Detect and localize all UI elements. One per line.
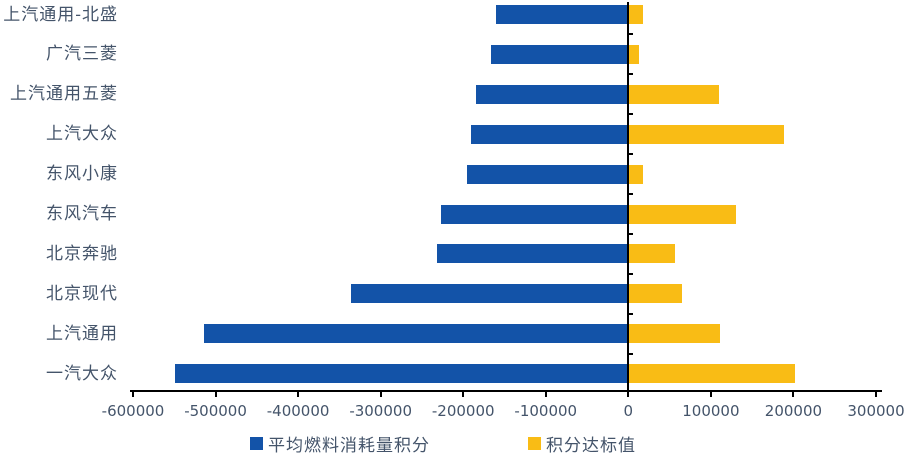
x-axis-tick: [462, 390, 465, 397]
x-tick-label: -200000: [431, 402, 495, 420]
x-tick-label: -400000: [266, 402, 330, 420]
legend-swatch-blue: [250, 436, 263, 450]
x-axis-tick: [875, 390, 877, 397]
fuel-consumption-credit-bar: [496, 5, 629, 24]
compliance-value-bar: [628, 84, 720, 104]
fuel-consumption-credit-bar: [350, 284, 629, 304]
compliance-value-bar: [628, 324, 720, 344]
y-axis-tick: [627, 33, 634, 36]
category-label: 北京现代: [46, 283, 118, 304]
compliance-value-bar: [628, 204, 737, 224]
compliance-value-bar: [628, 364, 796, 384]
category-label: 东风小康: [46, 164, 118, 185]
x-tick-label: 200000: [764, 402, 823, 420]
fuel-consumption-credit-bar: [436, 244, 629, 264]
legend-swatch-yellow: [528, 436, 541, 450]
fuel-consumption-credit-bar: [466, 164, 629, 184]
x-tick-label: -500000: [184, 402, 247, 420]
fuel-consumption-credit-bar: [175, 364, 629, 384]
x-axis-tick: [132, 390, 134, 397]
x-axis-tick: [544, 390, 547, 397]
x-tick-label: 300000: [847, 402, 905, 420]
y-axis-tick: [627, 113, 634, 116]
compliance-value-bar: [628, 5, 644, 24]
category-label: 东风汽车: [46, 204, 118, 224]
category-label: 上汽通用: [46, 323, 118, 344]
x-axis-tick: [792, 390, 795, 397]
x-axis-tick: [214, 390, 217, 397]
x-tick-label: -300000: [349, 402, 412, 420]
category-label: 广汽三菱: [46, 44, 118, 65]
x-tick-label: -600000: [101, 402, 165, 420]
fuel-consumption-credit-bar: [475, 84, 629, 104]
y-axis-tick: [627, 352, 634, 355]
compliance-value-bar: [628, 124, 785, 144]
y-axis-tick: [627, 232, 634, 235]
category-label: 上汽大众: [46, 124, 118, 145]
legend-item-compliance-value: 积分达标值: [528, 433, 636, 456]
compliance-value-bar: [628, 44, 640, 64]
x-axis-tick: [709, 390, 712, 397]
category-label: 上汽通用五菱: [10, 84, 118, 105]
x-tick-label: 0: [623, 402, 634, 420]
y-axis-tick: [627, 153, 634, 156]
legend-label: 平均燃料消耗量积分: [268, 435, 430, 456]
legend-label: 积分达标值: [546, 435, 636, 456]
x-tick-label: 100000: [682, 402, 740, 420]
x-axis-tick: [379, 390, 382, 397]
x-axis-tick: [627, 390, 630, 397]
compliance-value-bar: [628, 244, 676, 264]
x-axis-tick: [297, 390, 300, 397]
fuel-consumption-credit-bar: [470, 124, 629, 144]
y-axis-line: [627, 2, 630, 390]
category-label: 上汽通用-北盛: [3, 4, 118, 25]
category-label: 一汽大众: [46, 363, 118, 384]
x-tick-label: -100000: [514, 402, 578, 420]
y-axis-tick: [627, 193, 634, 196]
y-axis-tick: [627, 73, 634, 76]
fuel-consumption-credit-bar: [440, 204, 629, 224]
y-axis-tick: [627, 272, 634, 275]
fuel-consumption-credit-bar: [491, 44, 629, 64]
compliance-value-bar: [628, 284, 682, 304]
compliance-value-bar: [628, 164, 644, 184]
legend-item-fuel-consumption-credits: 平均燃料消耗量积分: [250, 433, 430, 456]
x-axis-line: [130, 390, 882, 392]
y-axis-tick: [627, 312, 634, 315]
category-label: 北京奔驰: [46, 243, 118, 264]
fuel-consumption-credit-bar: [203, 324, 629, 344]
